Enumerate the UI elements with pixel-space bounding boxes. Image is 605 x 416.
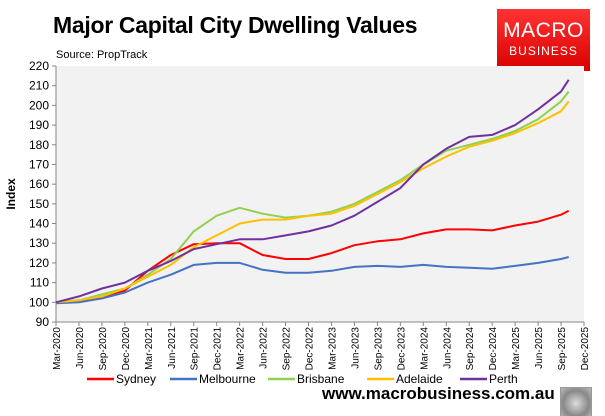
y-tick-label: 120 — [29, 256, 49, 270]
y-tick-label: 130 — [29, 236, 49, 250]
logo-line1: MACRO — [503, 19, 584, 42]
x-tick-label: Mar-2020 — [52, 327, 63, 370]
y-tick-label: 220 — [29, 59, 49, 73]
y-tick-label: 150 — [29, 197, 49, 211]
x-tick-label: Mar-2024 — [419, 327, 430, 370]
x-tick-label: Dec-2022 — [305, 327, 316, 371]
legend-label: Perth — [489, 372, 518, 386]
x-tick-label: Sep-2023 — [373, 327, 384, 371]
logo-line2: BUSINESS — [509, 44, 578, 58]
y-tick-label: 100 — [29, 295, 49, 309]
x-tick-label: Jun-2021 — [167, 327, 178, 369]
y-tick-label: 190 — [29, 118, 49, 132]
x-tick-label: Mar-2022 — [236, 327, 247, 370]
x-tick-label: Dec-2024 — [488, 327, 499, 371]
x-tick-label: Dec-2021 — [213, 327, 224, 371]
x-tick-label: Dec-2020 — [121, 327, 132, 371]
series-line-perth — [55, 79, 570, 304]
legend-label: Adelaide — [396, 372, 443, 386]
series-line-sydney — [55, 209, 570, 304]
y-tick-label: 140 — [29, 217, 49, 231]
x-tick-label: Jun-2020 — [75, 327, 86, 369]
y-tick-label: 90 — [36, 315, 50, 329]
x-tick-label: Sep-2025 — [557, 327, 568, 371]
y-tick-label: 210 — [29, 79, 49, 93]
x-tick-label: Dec-2025 — [580, 327, 591, 371]
series-line-melbourne — [55, 256, 569, 305]
x-tick-label: Mar-2021 — [144, 327, 155, 370]
x-tick-label: Jun-2024 — [442, 327, 453, 369]
macrobusiness-logo: MACRO BUSINESS — [497, 9, 590, 71]
x-tick-label: Mar-2023 — [327, 327, 338, 370]
x-tick-label: Sep-2024 — [465, 327, 476, 371]
y-tick-label: 180 — [29, 138, 49, 152]
website-url: www.macrobusiness.com.au — [322, 384, 555, 403]
y-tick-label: 110 — [30, 276, 49, 290]
legend-label: Melbourne — [199, 372, 256, 386]
x-tick-label: Dec-2023 — [396, 327, 407, 371]
chart-source: Source: PropTrack — [56, 49, 148, 61]
x-tick-label: Sep-2022 — [282, 327, 293, 371]
x-tick-label: Mar-2025 — [511, 327, 522, 370]
x-tick-label: Jun-2023 — [350, 327, 361, 369]
chart-title: Major Capital City Dwelling Values — [53, 12, 418, 38]
y-axis-label: Index — [4, 178, 18, 210]
y-tick-label: 200 — [29, 98, 49, 112]
legend-label: Brisbane — [297, 372, 345, 386]
x-tick-label: Sep-2021 — [190, 327, 201, 371]
y-tick-label: 170 — [29, 157, 49, 171]
x-tick-label: Sep-2020 — [98, 327, 109, 371]
legend-label: Sydney — [116, 372, 156, 386]
x-tick-label: Jun-2025 — [534, 327, 545, 369]
series-line-adelaide — [55, 100, 570, 304]
y-tick-label: 160 — [29, 177, 49, 191]
wolf-logo-icon — [560, 387, 592, 416]
x-tick-label: Jun-2022 — [259, 327, 270, 369]
